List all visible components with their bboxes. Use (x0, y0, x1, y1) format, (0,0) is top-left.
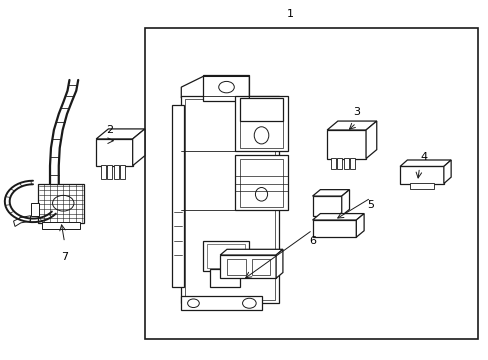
Bar (251, 258, 270, 275)
Bar (409, 183, 433, 189)
Polygon shape (341, 190, 349, 216)
Bar (38, 184, 84, 223)
Bar (234, 155, 287, 210)
Bar (220, 255, 276, 278)
Circle shape (52, 195, 74, 211)
Bar (171, 105, 183, 287)
Text: 3: 3 (352, 107, 359, 117)
Bar (330, 158, 335, 169)
Text: 7: 7 (61, 252, 68, 262)
Bar (239, 98, 283, 121)
Polygon shape (366, 121, 376, 158)
Text: 1: 1 (286, 9, 294, 19)
Bar (96, 139, 132, 166)
Bar (206, 244, 245, 268)
Bar (30, 203, 39, 216)
Bar (101, 165, 106, 179)
Polygon shape (443, 160, 450, 184)
Bar (239, 158, 283, 207)
Polygon shape (312, 190, 349, 196)
Polygon shape (399, 160, 450, 166)
Text: 4: 4 (420, 152, 427, 162)
Bar (203, 75, 249, 102)
Bar (343, 158, 348, 169)
Text: 5: 5 (366, 200, 374, 210)
Polygon shape (220, 249, 283, 255)
Polygon shape (14, 216, 30, 226)
Bar (399, 166, 443, 184)
Circle shape (218, 81, 234, 93)
Bar (120, 165, 124, 179)
Bar (114, 165, 118, 179)
Bar (144, 28, 477, 339)
Circle shape (187, 299, 199, 307)
Polygon shape (326, 121, 376, 130)
Ellipse shape (254, 127, 268, 144)
Circle shape (242, 298, 256, 308)
Polygon shape (312, 213, 364, 220)
Bar (41, 222, 80, 229)
Text: 2: 2 (105, 125, 113, 135)
Text: 6: 6 (308, 236, 315, 246)
Bar (326, 130, 366, 158)
Bar (107, 165, 112, 179)
Bar (210, 269, 239, 287)
Bar (312, 196, 341, 216)
Polygon shape (132, 129, 144, 166)
Bar (181, 96, 278, 303)
Bar (349, 158, 354, 169)
Polygon shape (96, 129, 144, 139)
Bar (185, 99, 274, 300)
Bar (181, 296, 261, 310)
Bar (337, 158, 342, 169)
Bar (234, 96, 287, 152)
Polygon shape (276, 249, 283, 278)
Bar (239, 100, 283, 148)
Polygon shape (356, 213, 364, 237)
Bar (312, 220, 356, 237)
Bar (227, 258, 245, 275)
Ellipse shape (255, 188, 267, 201)
Bar (203, 241, 249, 271)
